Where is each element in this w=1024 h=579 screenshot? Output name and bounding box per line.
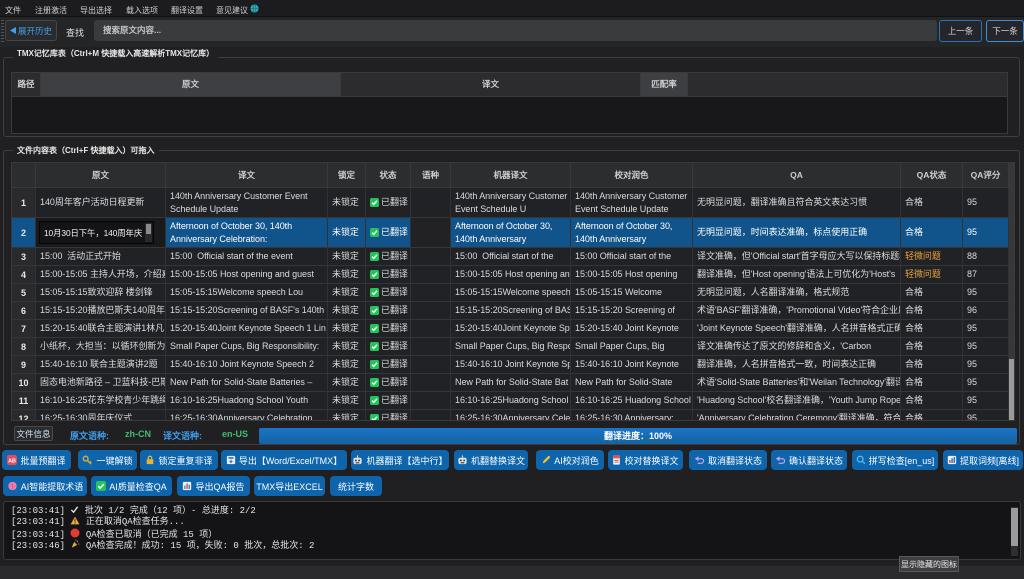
svg-text:AB: AB [9,458,17,464]
